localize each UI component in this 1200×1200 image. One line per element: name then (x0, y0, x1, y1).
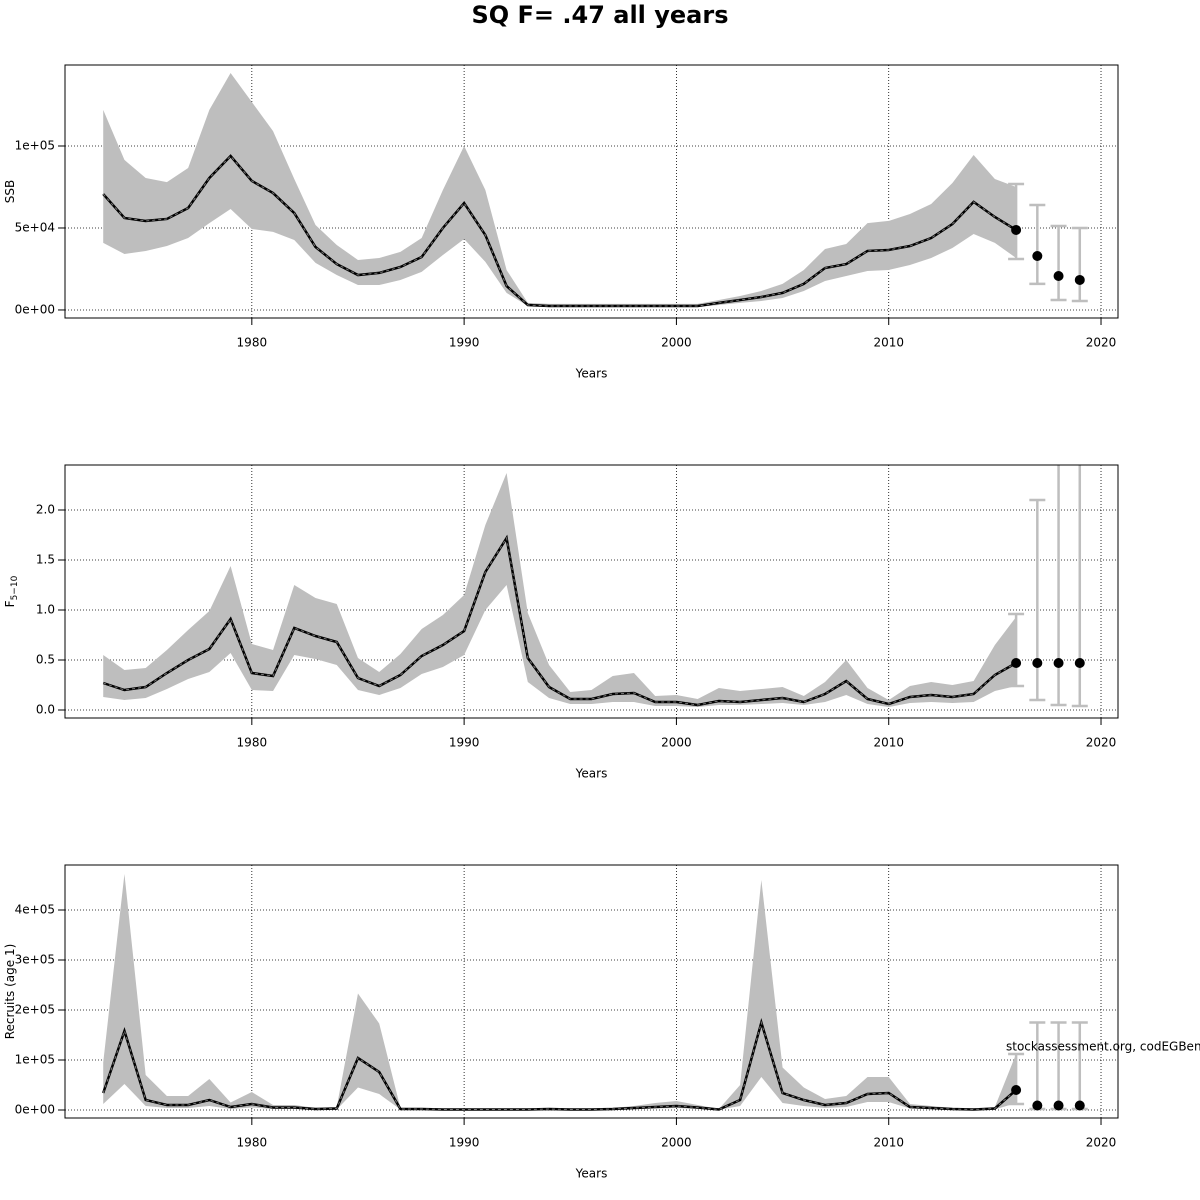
y-tick-label: 1e+05 (15, 138, 55, 152)
plot-frame (64, 864, 1119, 1119)
x-tick-label: 2010 (873, 336, 904, 350)
y-axis-label: Recruits (age 1) (3, 944, 17, 1040)
projection-point (1074, 274, 1085, 285)
estimate-line-dash (102, 155, 1017, 307)
y-axis-label: SSB (3, 180, 17, 203)
y-axis-label: F5−10 (3, 575, 20, 607)
confidence-band (103, 473, 1017, 707)
y-tick-label: 1.5 (36, 553, 55, 567)
plot-area (65, 465, 1118, 718)
y-axis-label-main: Recruits (age 1) (3, 944, 17, 1040)
y-axis-label-sub: 5−10 (10, 575, 20, 600)
x-tick-label: 2000 (661, 336, 692, 350)
x-tick-label: 1990 (449, 1136, 480, 1150)
y-tick-label: 4e+05 (15, 903, 55, 917)
x-tick-label: 2010 (873, 1136, 904, 1150)
x-tick-label: 2000 (661, 736, 692, 750)
projection-point (1053, 271, 1064, 282)
x-tick-label: 2020 (1086, 1136, 1117, 1150)
x-tick-label: 1980 (237, 336, 268, 350)
estimate-line-dash (103, 536, 1017, 706)
confidence-band (103, 874, 1017, 1110)
projection-point (1011, 224, 1022, 235)
y-tick-label: 2e+05 (15, 1003, 55, 1017)
x-axis-label: Years (575, 767, 608, 781)
plot-area (65, 865, 1118, 1118)
confidence-band (103, 73, 1017, 308)
projection-point (1011, 658, 1022, 668)
x-tick-label: 1990 (449, 336, 480, 350)
projection-point (1032, 1100, 1043, 1111)
y-tick-label: 1.0 (36, 603, 55, 617)
y-tick-label: 0e+00 (15, 302, 55, 316)
projection-point (1074, 658, 1085, 668)
y-tick-label: 0.5 (36, 653, 55, 667)
plot-frame (64, 64, 1119, 319)
y-tick-label: 1e+05 (15, 1053, 55, 1067)
plot-frame (64, 464, 1119, 719)
x-tick-label: 2000 (661, 1136, 692, 1150)
y-tick-label: 0.0 (36, 703, 55, 717)
projection-point (1053, 658, 1064, 668)
y-tick-label: 5e+04 (15, 220, 55, 234)
x-tick-label: 1980 (237, 1136, 268, 1150)
projection-point (1032, 658, 1043, 668)
x-tick-label: 1990 (449, 736, 480, 750)
x-tick-label: 2020 (1086, 736, 1117, 750)
projection-point (1032, 251, 1043, 262)
y-axis-label-main: F (3, 600, 17, 607)
x-tick-label: 2020 (1086, 336, 1117, 350)
estimate-line-dash (102, 1020, 1017, 1111)
y-tick-label: 2.0 (36, 503, 55, 517)
y-tick-label: 0e+00 (15, 1103, 55, 1117)
x-axis-label: Years (575, 367, 608, 381)
projection-point (1011, 1085, 1022, 1095)
x-tick-label: 2010 (873, 736, 904, 750)
projection-point (1053, 1100, 1064, 1111)
plot-area (65, 65, 1118, 318)
projection-point (1074, 1100, 1085, 1111)
y-axis-label-main: SSB (3, 180, 17, 203)
x-axis-label: Years (575, 1167, 608, 1181)
x-tick-label: 1980 (237, 736, 268, 750)
figure-title: SQ F= .47 all years (471, 1, 728, 29)
annotation: stockassessment.org, codEGBen_baser (1006, 1040, 1200, 1054)
y-tick-label: 3e+05 (15, 953, 55, 967)
